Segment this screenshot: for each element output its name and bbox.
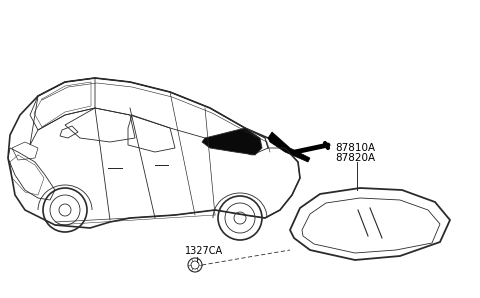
Text: 87810A: 87810A	[335, 143, 375, 153]
Polygon shape	[268, 132, 310, 162]
Text: 87820A: 87820A	[335, 153, 375, 163]
Text: 1327CA: 1327CA	[185, 246, 223, 256]
Polygon shape	[202, 128, 262, 155]
